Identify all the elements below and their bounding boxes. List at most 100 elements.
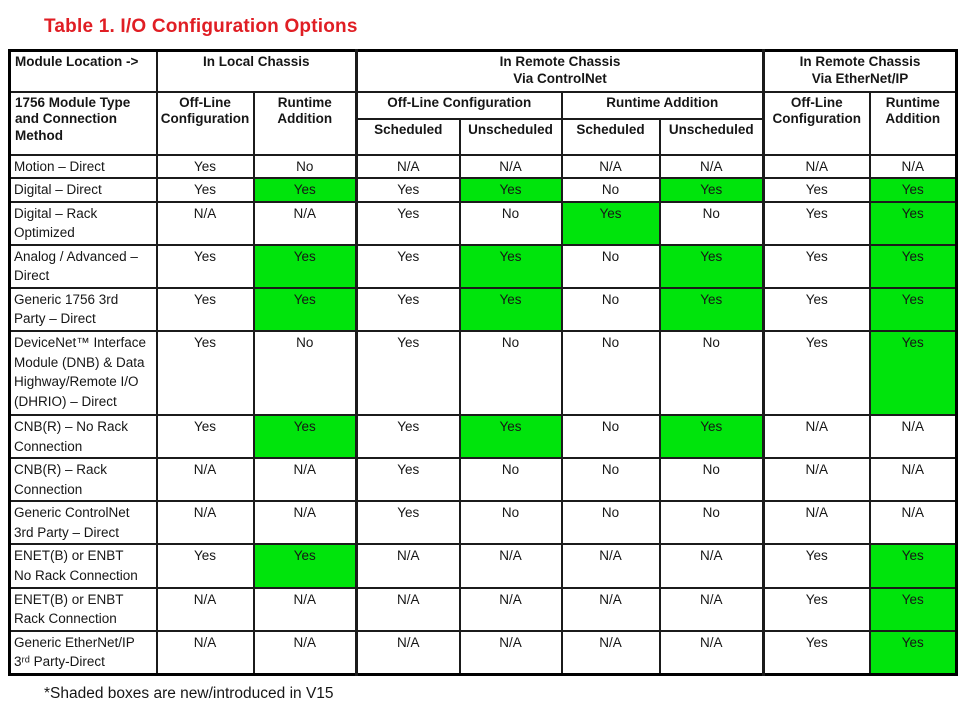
module-type-label: Generic ControlNet 3rd Party – Direct — [8, 500, 158, 546]
value-cell: N/A — [762, 153, 871, 180]
value-cell: N/A — [252, 200, 358, 246]
module-type-label: DeviceNet™ Interface Module (DNB) & Data… — [8, 330, 158, 416]
value-cell: Yes — [762, 543, 871, 589]
value-cell: Yes — [155, 330, 255, 416]
value-cell: N/A — [868, 500, 958, 546]
value-cell: N/A — [458, 153, 563, 180]
value-cell-highlighted: Yes — [458, 243, 563, 289]
value-cell-highlighted: Yes — [658, 177, 765, 203]
value-cell: Yes — [762, 586, 871, 632]
value-cell: N/A — [458, 586, 563, 632]
module-type-label: Generic 1756 3rd Party – Direct — [8, 286, 158, 333]
value-cell: No — [560, 330, 661, 416]
value-cell: Yes — [762, 200, 871, 246]
value-cell: Yes — [762, 330, 871, 416]
value-cell: No — [458, 200, 563, 246]
value-cell: N/A — [155, 586, 255, 632]
column-header-cn-offline-scheduled: Scheduled — [355, 117, 461, 156]
column-header-cn-runtime-unscheduled: Unscheduled — [658, 117, 765, 156]
value-cell: No — [560, 413, 661, 460]
value-cell: N/A — [155, 457, 255, 503]
table-row: Generic EtherNet/IP 3ʳᵈ Party-Direct N/A N… — [8, 629, 958, 676]
value-cell: N/A — [560, 629, 661, 676]
value-cell: N/A — [355, 586, 461, 632]
value-cell: Yes — [155, 243, 255, 289]
value-cell-highlighted: Yes — [252, 286, 358, 333]
value-cell-highlighted: Yes — [658, 286, 765, 333]
column-header-local-offline: Off-Line Configuration — [155, 90, 255, 156]
table-body: Motion – Direct Yes No N/A N/A N/A N/A N/A N/A Di… — [8, 153, 958, 676]
value-cell: No — [560, 243, 661, 289]
value-cell: No — [458, 500, 563, 546]
value-cell-highlighted: Yes — [560, 200, 661, 246]
header-row-columns: 1756 Module Type and Connection Method O… — [8, 90, 958, 156]
column-header-enet-offline: Off-Line Configuration — [762, 90, 871, 156]
column-header-cn-runtime-scheduled: Scheduled — [560, 117, 661, 156]
value-cell: Yes — [155, 286, 255, 333]
value-cell: N/A — [658, 153, 765, 180]
value-cell: Yes — [155, 177, 255, 203]
table-row: DeviceNet™ Interface Module (DNB) & Data… — [8, 330, 958, 416]
value-cell: N/A — [658, 629, 765, 676]
group-header-local-chassis: In Local Chassis — [155, 49, 358, 93]
value-cell: N/A — [868, 413, 958, 460]
value-cell: Yes — [762, 629, 871, 676]
value-cell-highlighted: Yes — [252, 543, 358, 589]
value-cell: No — [458, 457, 563, 503]
value-cell: Yes — [355, 177, 461, 203]
module-type-label: ENET(B) or ENBT Rack Connection — [8, 586, 158, 632]
module-type-label: Motion – Direct — [8, 153, 158, 180]
value-cell-highlighted: Yes — [868, 243, 958, 289]
table-title: Table 1. I/O Configuration Options — [44, 16, 358, 37]
corner-module-location-label: Module Location -> — [8, 49, 158, 93]
value-cell-highlighted: Yes — [458, 177, 563, 203]
value-cell: N/A — [868, 153, 958, 180]
value-cell: N/A — [155, 629, 255, 676]
value-cell: N/A — [355, 629, 461, 676]
value-cell: N/A — [155, 200, 255, 246]
value-cell: Yes — [762, 286, 871, 333]
table-row: Generic ControlNet 3rd Party – Direct N/A… — [8, 500, 958, 546]
column-header-enet-runtime: Runtime Addition — [868, 90, 958, 156]
value-cell: N/A — [355, 543, 461, 589]
value-cell: No — [658, 200, 765, 246]
value-cell: N/A — [560, 153, 661, 180]
value-cell: No — [560, 286, 661, 333]
value-cell: Yes — [355, 286, 461, 333]
value-cell: N/A — [155, 500, 255, 546]
table-row: CNB(R) – Rack Connection N/A N/A Yes No No No N… — [8, 457, 958, 503]
value-cell: N/A — [762, 413, 871, 460]
value-cell: Yes — [355, 500, 461, 546]
value-cell: No — [658, 500, 765, 546]
value-cell: No — [252, 153, 358, 180]
value-cell: N/A — [252, 500, 358, 546]
value-cell: Yes — [762, 243, 871, 289]
value-cell: Yes — [155, 153, 255, 180]
value-cell-highlighted: Yes — [658, 413, 765, 460]
table-row: Digital – Direct Yes Yes Yes Yes No Yes Yes Yes — [8, 177, 958, 203]
module-type-label: Analog / Advanced – Direct — [8, 243, 158, 289]
module-type-label: CNB(R) – No Rack Connection — [8, 413, 158, 460]
value-cell-highlighted: Yes — [458, 413, 563, 460]
column-header-cn-offline-unscheduled: Unscheduled — [458, 117, 563, 156]
io-configuration-table: Module Location -> In Local Chassis In R… — [8, 49, 958, 676]
value-cell-highlighted: Yes — [868, 200, 958, 246]
value-cell-highlighted: Yes — [252, 243, 358, 289]
value-cell: N/A — [658, 543, 765, 589]
table-row: Analog / Advanced – Direct Yes Yes Yes Yes No… — [8, 243, 958, 289]
value-cell: N/A — [762, 457, 871, 503]
value-cell: No — [560, 177, 661, 203]
value-cell: N/A — [560, 543, 661, 589]
value-cell: Yes — [355, 243, 461, 289]
module-type-label: Digital – Rack Optimized — [8, 200, 158, 246]
value-cell: Yes — [355, 200, 461, 246]
value-cell-highlighted: Yes — [252, 413, 358, 460]
value-cell-highlighted: Yes — [658, 243, 765, 289]
value-cell: No — [658, 330, 765, 416]
table-header: Module Location -> In Local Chassis In R… — [8, 49, 958, 156]
value-cell: N/A — [252, 457, 358, 503]
table-row: CNB(R) – No Rack Connection Yes Yes Yes Yes N… — [8, 413, 958, 460]
module-type-label: Digital – Direct — [8, 177, 158, 203]
value-cell: Yes — [355, 457, 461, 503]
value-cell-highlighted: Yes — [868, 286, 958, 333]
